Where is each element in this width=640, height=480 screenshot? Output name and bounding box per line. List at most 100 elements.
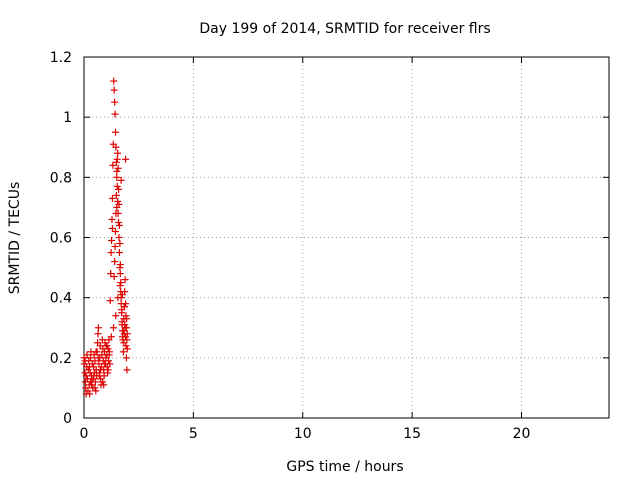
- data-point: [107, 270, 115, 278]
- data-point: [110, 77, 118, 85]
- data-point: [119, 333, 126, 341]
- plot-frame: [83, 56, 610, 419]
- data-point: [116, 261, 124, 269]
- data-point: [123, 366, 131, 374]
- data-point: [113, 167, 121, 175]
- data-point: [116, 270, 124, 278]
- data-point: [80, 354, 88, 362]
- data-point: [110, 324, 118, 332]
- data-point: [107, 249, 115, 257]
- data-point: [122, 312, 130, 320]
- x-tick-label: 0: [80, 426, 89, 442]
- y-tick-label: 0.6: [50, 231, 72, 247]
- data-point: [108, 224, 116, 232]
- data-point: [106, 297, 114, 305]
- data-point: [112, 143, 120, 151]
- x-tick-label: 20: [513, 426, 531, 442]
- data-point: [122, 354, 130, 362]
- data-point: [91, 384, 99, 392]
- x-tick-label: 5: [189, 426, 198, 442]
- data-point: [87, 354, 95, 362]
- data-point: [115, 185, 123, 193]
- x-tick-label: 10: [294, 426, 312, 442]
- y-tick-label: 1.2: [50, 50, 72, 66]
- data-point: [94, 354, 102, 362]
- data-point: [87, 378, 95, 386]
- data-point: [119, 348, 127, 356]
- data-point: [94, 324, 102, 332]
- data-point: [111, 110, 119, 118]
- data-point: [104, 345, 112, 353]
- data-point: [115, 234, 123, 241]
- x-axis-label: GPS time / hours: [286, 459, 403, 475]
- data-point: [83, 351, 91, 359]
- data-point: [112, 227, 119, 235]
- data-point: [123, 336, 131, 344]
- data-point: [104, 366, 112, 374]
- data-point: [103, 342, 111, 350]
- data-point: [112, 128, 119, 136]
- data-point: [113, 173, 121, 181]
- data-point: [94, 330, 102, 338]
- data-point: [115, 200, 123, 208]
- data-point: [113, 155, 121, 163]
- data-point: [116, 240, 124, 248]
- data-point: [115, 249, 123, 257]
- data-point: [121, 288, 129, 296]
- data-point: [115, 221, 123, 229]
- data-point: [115, 218, 123, 226]
- data-point: [117, 294, 125, 302]
- data-point: [107, 333, 115, 341]
- data-point: [83, 375, 91, 383]
- data-point: [120, 303, 128, 311]
- data-point: [122, 155, 130, 163]
- data-point: [101, 360, 109, 368]
- data-point: [88, 381, 96, 389]
- y-tick-label: 0.8: [50, 170, 72, 186]
- data-point: [85, 363, 93, 371]
- data-point: [112, 209, 120, 217]
- data-point: [118, 321, 126, 329]
- data-point: [100, 381, 108, 389]
- data-point: [108, 215, 116, 223]
- data-point: [111, 258, 119, 266]
- data-point: [119, 327, 127, 335]
- data-point: [123, 345, 131, 353]
- data-point: [108, 194, 116, 202]
- y-tick-label: 0.2: [50, 351, 72, 367]
- data-point: [92, 387, 100, 395]
- data-point: [123, 330, 131, 338]
- data-point: [109, 161, 117, 169]
- axis-ticks: [83, 56, 609, 419]
- data-point: [122, 300, 130, 308]
- data-point: [112, 191, 120, 199]
- data-point: [110, 273, 118, 281]
- data-point: [121, 276, 129, 284]
- data-point: [82, 390, 90, 398]
- data-point: [117, 176, 125, 184]
- data-point: [114, 197, 122, 205]
- data-point: [91, 357, 99, 365]
- x-tick-labels: 0 5 10 15 20: [80, 426, 531, 442]
- data-point: [110, 86, 118, 94]
- data-point: [112, 158, 120, 166]
- data-point: [122, 324, 130, 332]
- data-point: [99, 378, 107, 386]
- data-point: [111, 243, 119, 251]
- data-point: [81, 357, 89, 365]
- data-points: [80, 77, 131, 398]
- data-point: [114, 149, 122, 157]
- y-axis-label: SRMTID / TECUs: [7, 182, 23, 295]
- x-tick-label: 15: [403, 426, 421, 442]
- data-point: [95, 372, 103, 380]
- y-tick-label: 0: [63, 411, 72, 427]
- data-point: [92, 348, 100, 356]
- y-tick-labels: 0 0.2 0.4 0.6 0.8 1 1.2: [50, 50, 72, 427]
- y-tick-label: 1: [63, 110, 72, 126]
- y-tick-label: 0.4: [50, 291, 72, 307]
- grid: [84, 57, 609, 418]
- data-point: [96, 366, 104, 374]
- data-point: [117, 279, 125, 287]
- data-point: [111, 98, 119, 106]
